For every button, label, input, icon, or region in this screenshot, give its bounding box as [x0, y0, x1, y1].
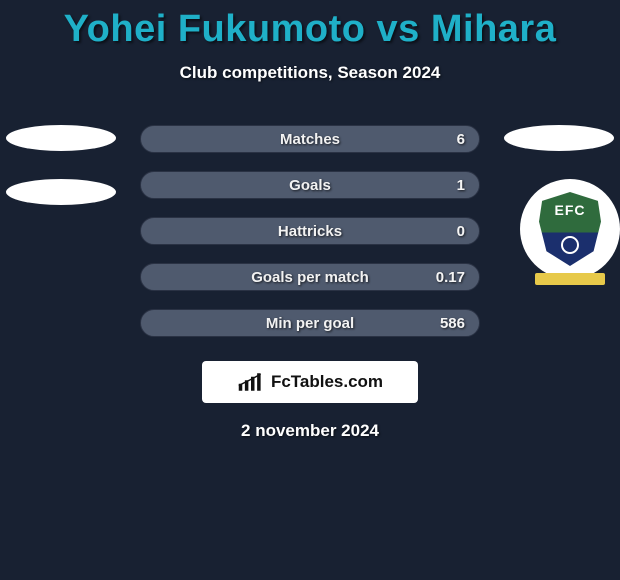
- stat-bar: Goals 1: [140, 171, 480, 199]
- stat-label: Matches: [141, 126, 479, 154]
- brand-box: FcTables.com: [202, 361, 418, 403]
- crest-code: EFC: [539, 202, 601, 218]
- stat-bar: Min per goal 586: [140, 309, 480, 337]
- stat-label: Goals: [141, 172, 479, 200]
- date-label: 2 november 2024: [0, 421, 620, 441]
- bars-icon: [237, 371, 265, 393]
- stat-value-right: 0: [457, 218, 465, 246]
- subtitle: Club competitions, Season 2024: [0, 63, 620, 83]
- stat-row: Hattricks 0: [0, 217, 620, 247]
- stat-value-right: 0.17: [436, 264, 465, 292]
- stats-container: EFC Matches 6 Goals 1 Hattricks 0 Goals …: [0, 125, 620, 339]
- stat-bar: Hattricks 0: [140, 217, 480, 245]
- brand-text: FcTables.com: [271, 372, 383, 392]
- stat-label: Hattricks: [141, 218, 479, 246]
- stat-row: Min per goal 586: [0, 309, 620, 339]
- stat-row: Matches 6: [0, 125, 620, 155]
- stat-value-right: 586: [440, 310, 465, 338]
- stat-bar: Matches 6: [140, 125, 480, 153]
- page-title: Yohei Fukumoto vs Mihara: [0, 0, 620, 51]
- stat-label: Min per goal: [141, 310, 479, 338]
- stat-row: Goals per match 0.17: [0, 263, 620, 293]
- stat-value-right: 1: [457, 172, 465, 200]
- stat-bar: Goals per match 0.17: [140, 263, 480, 291]
- stat-label: Goals per match: [141, 264, 479, 292]
- stat-value-right: 6: [457, 126, 465, 154]
- stat-row: Goals 1: [0, 171, 620, 201]
